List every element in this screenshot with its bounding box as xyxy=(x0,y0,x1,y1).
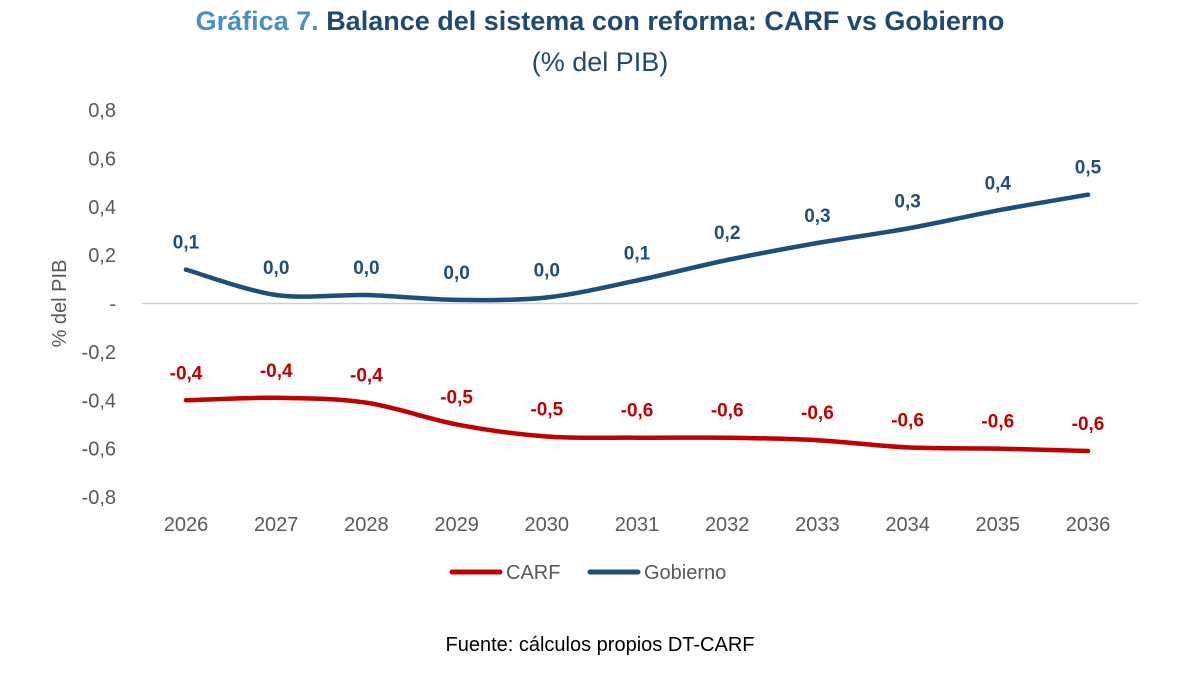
data-point-carf xyxy=(725,435,730,440)
data-point-gobierno xyxy=(995,208,1000,213)
data-label-gobierno: 0,2 xyxy=(714,223,740,244)
data-point-gobierno xyxy=(634,278,640,283)
y-tick-label: 0,8 xyxy=(88,100,116,122)
x-tick-label: 2030 xyxy=(525,514,570,536)
data-point-gobierno xyxy=(1085,192,1091,197)
y-tick-label: - xyxy=(109,294,116,316)
data-point-gobierno xyxy=(454,297,459,303)
data-label-gobierno: 0,0 xyxy=(443,263,469,284)
data-label-carf: -0,4 xyxy=(350,366,383,387)
y-tick-label: -0,6 xyxy=(82,439,116,461)
data-point-carf xyxy=(274,395,279,401)
data-label-gobierno: 0,0 xyxy=(534,260,560,281)
y-axis-title: % del PIB xyxy=(49,260,71,348)
data-label-carf: -0,5 xyxy=(530,400,563,421)
x-tick-label: 2026 xyxy=(164,514,209,536)
data-label-carf: -0,6 xyxy=(981,412,1014,433)
data-label-carf: -0,4 xyxy=(170,363,203,384)
data-point-carf xyxy=(1085,448,1091,454)
y-tick-label: 0,2 xyxy=(88,245,116,267)
data-label-gobierno: 0,5 xyxy=(1075,158,1102,179)
x-tick-label: 2036 xyxy=(1066,514,1111,536)
x-tick-label: 2031 xyxy=(615,514,660,536)
data-label-carf: -0,6 xyxy=(801,403,834,424)
data-label-carf: -0,6 xyxy=(711,401,744,422)
data-label-carf: -0,6 xyxy=(621,401,654,422)
data-label-carf: -0,5 xyxy=(440,387,473,408)
data-point-carf xyxy=(454,422,459,427)
y-tick-label: 0,4 xyxy=(88,197,116,219)
y-tick-label: -0,8 xyxy=(82,487,116,509)
legend-label-carf: CARF xyxy=(506,562,560,584)
y-tick-label: 0,6 xyxy=(88,148,116,170)
data-point-gobierno xyxy=(725,257,730,263)
data-label-gobierno: 0,1 xyxy=(624,244,651,265)
x-tick-label: 2033 xyxy=(795,514,840,536)
x-tick-label: 2032 xyxy=(705,514,750,536)
data-label-gobierno: 0,4 xyxy=(985,173,1012,194)
data-label-gobierno: 0,0 xyxy=(353,258,379,279)
data-point-gobierno xyxy=(364,292,369,298)
source-note: Fuente: cálculos propios DT-CARF xyxy=(445,634,755,656)
data-point-gobierno xyxy=(815,240,820,246)
data-label-gobierno: 0,3 xyxy=(804,206,830,227)
x-tick-label: 2035 xyxy=(976,514,1021,536)
data-point-carf xyxy=(815,437,820,443)
y-tick-label: -0,4 xyxy=(82,390,116,412)
data-label-carf: -0,6 xyxy=(891,410,924,431)
y-tick-label: -0,2 xyxy=(82,342,116,364)
data-label-gobierno: 0,1 xyxy=(173,233,200,254)
chart-title-prefix: Gráfica 7. xyxy=(195,6,319,36)
legend-label-gobierno: Gobierno xyxy=(644,562,726,584)
data-label-carf: -0,6 xyxy=(1072,414,1105,435)
data-point-carf xyxy=(634,435,640,440)
data-point-carf xyxy=(995,446,1000,451)
data-point-gobierno xyxy=(905,226,910,231)
data-label-carf: -0,4 xyxy=(260,361,293,382)
chart-title: Gráfica 7. Balance del sistema con refor… xyxy=(0,4,1200,38)
data-point-carf xyxy=(364,400,369,405)
data-point-carf xyxy=(905,445,910,450)
chart-title-text: Balance del sistema con reforma: CARF vs… xyxy=(326,6,1005,36)
data-point-gobierno xyxy=(183,267,189,272)
data-point-carf xyxy=(544,434,549,439)
data-label-gobierno: 0,0 xyxy=(263,258,289,279)
data-label-gobierno: 0,3 xyxy=(894,192,920,213)
data-point-gobierno xyxy=(274,292,279,298)
data-point-gobierno xyxy=(544,295,549,300)
x-tick-label: 2029 xyxy=(434,514,479,536)
x-tick-label: 2027 xyxy=(254,514,299,536)
x-tick-label: 2034 xyxy=(885,514,930,536)
data-point-carf xyxy=(183,398,189,403)
x-tick-label: 2028 xyxy=(344,514,389,536)
chart-subtitle: (% del PIB) xyxy=(531,47,669,77)
